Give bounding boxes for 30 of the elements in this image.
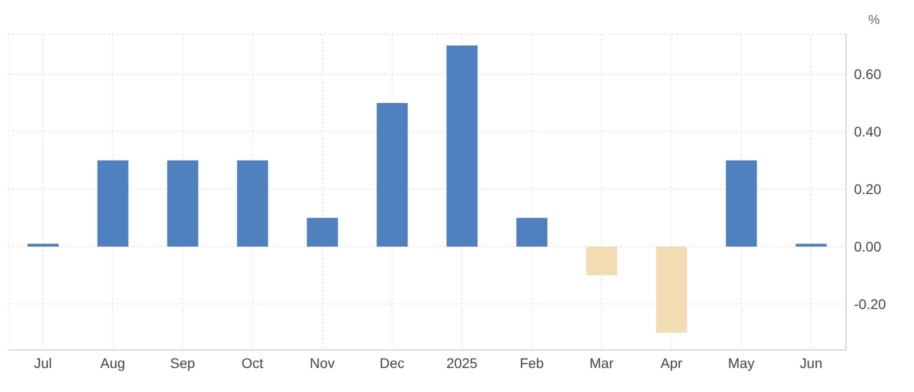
bar <box>237 160 268 247</box>
y-tick-label: 0.60 <box>854 66 882 82</box>
bar <box>516 218 548 247</box>
x-tick-label: Nov <box>310 354 335 371</box>
bar <box>726 160 757 247</box>
x-tick-label: Jul <box>34 354 52 371</box>
bar <box>656 246 688 333</box>
bar <box>376 102 408 247</box>
x-tick-label: Oct <box>242 354 264 371</box>
x-tick-label: Dec <box>380 354 405 371</box>
bar <box>28 244 59 247</box>
bar <box>97 160 128 247</box>
x-tick-label: Apr <box>660 354 683 371</box>
bar <box>306 218 338 247</box>
y-axis-title: % <box>868 12 880 27</box>
y-tick-label: 0.20 <box>854 181 882 198</box>
x-tick-label: Mar <box>590 354 614 371</box>
x-tick-label: Jun <box>800 354 822 371</box>
y-tick-label: 0.00 <box>854 238 882 255</box>
bar <box>167 160 198 247</box>
x-tick-label: Sep <box>170 354 196 371</box>
x-tick-label: 2025 <box>446 354 478 371</box>
x-tick-label: May <box>728 354 754 371</box>
bar <box>586 246 618 276</box>
bar <box>796 244 827 247</box>
y-tick-label: 0.40 <box>854 124 882 140</box>
y-tick-label: -0.20 <box>854 296 886 312</box>
x-tick-label: Feb <box>520 354 544 371</box>
bar <box>446 45 478 247</box>
x-tick-label: Aug <box>100 354 126 371</box>
